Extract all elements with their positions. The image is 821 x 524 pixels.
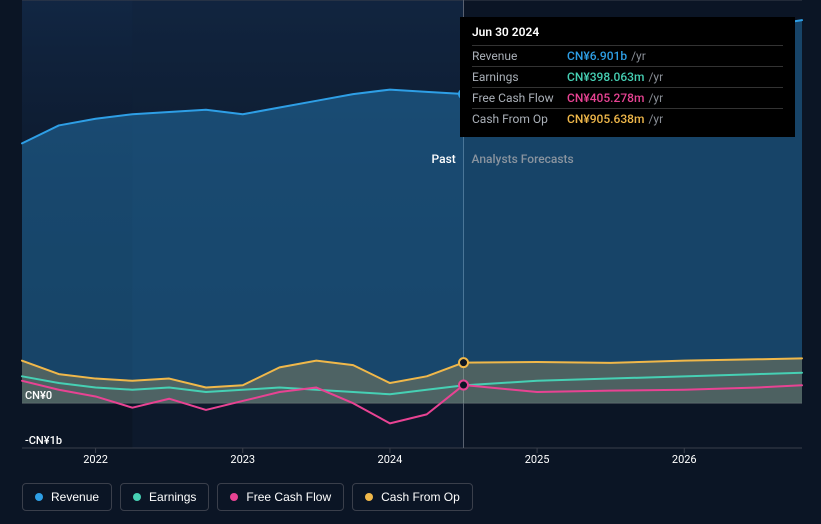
tooltip-row: Cash From OpCN¥905.638m/yr — [472, 109, 783, 129]
legend-item-earnings[interactable]: Earnings — [120, 483, 209, 511]
tooltip-row-value: CN¥6.901b — [567, 49, 627, 63]
legend-swatch — [230, 493, 238, 501]
chart-tooltip: Jun 30 2024 RevenueCN¥6.901b/yrEarningsC… — [460, 17, 795, 137]
region-label-forecast: Analysts Forecasts — [472, 152, 574, 166]
tooltip-row-unit: /yr — [648, 70, 663, 84]
legend-label: Earnings — [149, 490, 196, 504]
chart-legend: Revenue Earnings Free Cash Flow Cash From O… — [22, 483, 473, 511]
y-tick-label: CN¥0 — [25, 389, 52, 402]
marker-cash_from_op — [459, 358, 468, 367]
x-tick-label: 2026 — [672, 453, 697, 466]
tooltip-row-label: Free Cash Flow — [472, 91, 567, 105]
legend-item-revenue[interactable]: Revenue — [22, 483, 112, 511]
legend-swatch — [365, 493, 373, 501]
y-tick-label: -CN¥1b — [25, 434, 62, 447]
tooltip-row-value: CN¥905.638m — [567, 112, 644, 126]
region-label-past: Past — [432, 152, 456, 166]
legend-swatch — [133, 493, 141, 501]
tooltip-row-unit: /yr — [648, 112, 663, 126]
tooltip-row-label: Earnings — [472, 70, 567, 84]
tooltip-row-value: CN¥405.278m — [567, 91, 644, 105]
tooltip-rows: RevenueCN¥6.901b/yrEarningsCN¥398.063m/y… — [472, 46, 783, 129]
x-tick-label: 2022 — [83, 453, 108, 466]
tooltip-row: Free Cash FlowCN¥405.278m/yr — [472, 88, 783, 109]
legend-label: Cash From Op — [381, 490, 460, 504]
x-tick-label: 2024 — [378, 453, 403, 466]
tooltip-row-unit: /yr — [648, 91, 663, 105]
x-tick-label: 2025 — [525, 453, 550, 466]
tooltip-row-value: CN¥398.063m — [567, 70, 644, 84]
tooltip-row: EarningsCN¥398.063m/yr — [472, 67, 783, 88]
legend-item-cash_from_op[interactable]: Cash From Op — [352, 483, 473, 511]
x-tick-label: 2023 — [230, 453, 255, 466]
tooltip-row-unit: /yr — [631, 49, 646, 63]
legend-label: Revenue — [51, 490, 99, 504]
marker-free_cash_flow — [459, 381, 468, 390]
tooltip-title: Jun 30 2024 — [472, 25, 783, 46]
legend-item-free_cash_flow[interactable]: Free Cash Flow — [217, 483, 344, 511]
tooltip-row: RevenueCN¥6.901b/yr — [472, 46, 783, 67]
tooltip-row-label: Cash From Op — [472, 112, 567, 126]
legend-label: Free Cash Flow — [246, 490, 331, 504]
tooltip-row-label: Revenue — [472, 49, 567, 63]
legend-swatch — [35, 493, 43, 501]
